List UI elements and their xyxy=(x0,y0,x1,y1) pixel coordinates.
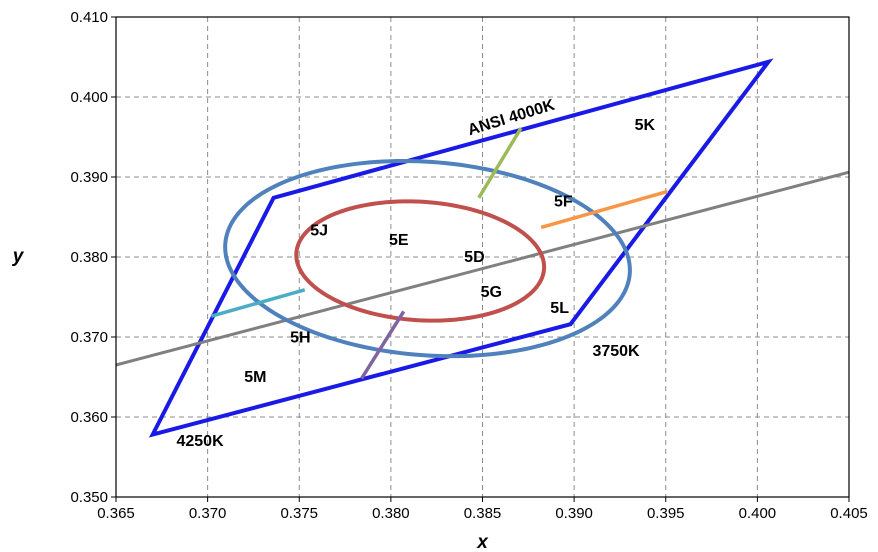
region-label: 3750K xyxy=(592,343,640,360)
y-tick-label: 0.400 xyxy=(70,89,108,106)
region-label: 5F xyxy=(554,194,573,211)
x-tick-label: 0.390 xyxy=(555,505,593,522)
x-tick-label: 0.385 xyxy=(464,505,502,522)
bin-divider-line xyxy=(210,288,306,318)
region-label: 5J xyxy=(310,222,328,239)
region-label: 5H xyxy=(290,330,310,347)
y-tick-label: 0.360 xyxy=(70,409,108,426)
y-tick-label: 0.410 xyxy=(70,9,108,26)
region-label: 5D xyxy=(464,249,484,266)
y-tick-label: 0.350 xyxy=(70,489,108,506)
plot-frame xyxy=(115,16,850,498)
x-tick-label: 0.370 xyxy=(189,505,227,522)
bin-divider-line xyxy=(360,310,406,380)
y-tick-label: 0.380 xyxy=(70,249,108,266)
region-label: 5M xyxy=(244,369,266,386)
x-tick-label: 0.405 xyxy=(830,505,868,522)
inner-ellipse xyxy=(294,199,547,323)
x-tick-label: 0.375 xyxy=(280,505,318,522)
region-label: 5L xyxy=(550,300,569,317)
x-tick-label: 0.365 xyxy=(97,505,135,522)
bin-divider-line xyxy=(540,189,669,230)
grid xyxy=(116,17,849,497)
y-axis-title: y xyxy=(12,246,25,267)
region-label: 5K xyxy=(635,117,656,134)
outer-ellipse xyxy=(223,159,632,359)
y-axis-ticks: 0.350 0.360 0.370 0.380 0.390 0.400 0.410 xyxy=(70,9,116,506)
x-axis-title: x xyxy=(476,532,489,552)
x-axis-ticks: 0.365 0.370 0.375 0.380 0.385 0.390 0.395 0.400… xyxy=(97,497,868,522)
bin-divider-line xyxy=(477,127,523,199)
region-label: 4250K xyxy=(176,433,224,450)
series-layer xyxy=(115,58,850,438)
x-tick-label: 0.380 xyxy=(372,505,410,522)
region-label: 5E xyxy=(389,232,409,249)
region-label: 5G xyxy=(481,284,502,301)
blackbody-locus-line xyxy=(115,170,850,367)
y-tick-label: 0.370 xyxy=(70,329,108,346)
x-tick-label: 0.395 xyxy=(647,505,685,522)
y-tick-label: 0.390 xyxy=(70,169,108,186)
x-tick-label: 0.400 xyxy=(739,505,777,522)
